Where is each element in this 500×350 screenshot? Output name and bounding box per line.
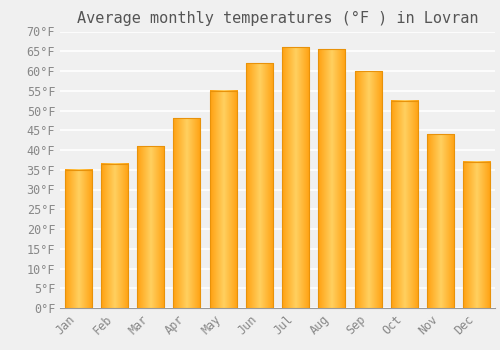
Bar <box>210 91 236 308</box>
Bar <box>137 146 164 308</box>
Bar <box>318 49 345 308</box>
Bar <box>464 162 490 308</box>
Bar <box>101 164 128 308</box>
Bar <box>174 118 201 308</box>
Bar <box>391 101 418 308</box>
Title: Average monthly temperatures (°F ) in Lovran: Average monthly temperatures (°F ) in Lo… <box>77 11 478 26</box>
Bar <box>246 63 273 308</box>
Bar <box>354 71 382 308</box>
Bar <box>282 47 309 308</box>
Bar <box>427 134 454 308</box>
Bar <box>64 170 92 308</box>
